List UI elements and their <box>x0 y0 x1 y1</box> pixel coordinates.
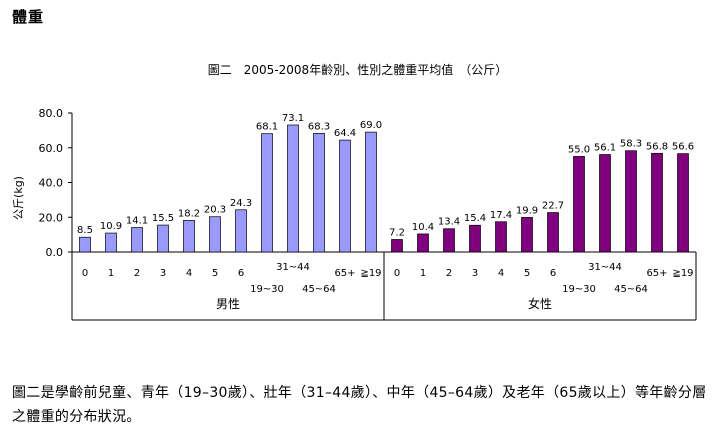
category-label: 3 <box>160 268 166 279</box>
category-label: 4 <box>498 268 504 279</box>
data-label: 10.9 <box>100 221 122 232</box>
y-tick-label: 60.0 <box>39 142 64 155</box>
group-label: 男性 <box>216 297 240 311</box>
data-label: 24.3 <box>230 198 252 209</box>
data-label: 22.7 <box>542 201 564 212</box>
data-label: 58.3 <box>620 139 642 150</box>
group-label: 女性 <box>528 296 552 311</box>
y-tick-label: 20.0 <box>39 211 64 224</box>
bar <box>443 228 455 253</box>
category-label: 65+ <box>646 268 667 279</box>
bar <box>677 153 689 253</box>
data-label: 69.0 <box>360 120 382 131</box>
bar <box>599 154 611 253</box>
category-label: 19~30 <box>562 284 596 295</box>
data-label: 56.8 <box>646 141 668 152</box>
category-label: 5 <box>524 268 530 279</box>
category-label: 2 <box>134 268 140 279</box>
category-label: 65+ <box>334 268 355 279</box>
category-label: 2 <box>446 268 452 279</box>
bar-chart: 0.0 20.0 40.0 60.0 80.0 公斤(kg) 8.5 0 10.9 1 14.1 2 1… <box>12 107 697 321</box>
category-label: 4 <box>186 268 192 279</box>
bar <box>417 233 429 253</box>
category-label: 6 <box>238 268 244 279</box>
bar <box>79 236 91 253</box>
data-label: 17.4 <box>490 210 512 221</box>
y-tick-label: 40.0 <box>39 177 64 190</box>
data-label: 15.4 <box>464 213 486 224</box>
bar <box>287 124 299 253</box>
bar <box>547 212 559 253</box>
category-label: ≧19 <box>360 268 381 279</box>
category-label: 45~64 <box>302 284 336 295</box>
data-label: 18.2 <box>178 208 200 219</box>
category-label: 19~30 <box>250 284 284 295</box>
data-label: 10.4 <box>412 222 434 233</box>
data-label: 56.6 <box>672 142 694 153</box>
category-label: 5 <box>212 268 218 279</box>
data-label: 7.2 <box>389 227 405 238</box>
bar <box>651 152 663 253</box>
data-label: 13.4 <box>438 217 460 228</box>
category-label: 1 <box>420 268 426 279</box>
data-label: 56.1 <box>594 143 616 154</box>
bar <box>573 156 585 253</box>
bar <box>157 224 169 253</box>
category-label: 31~44 <box>276 262 310 273</box>
bar <box>625 150 637 253</box>
data-label: 20.3 <box>204 205 226 216</box>
bar <box>105 232 117 253</box>
chart-title: 圖二 2005-2008年齡別、性別之體重平均值 （公斤） <box>207 63 508 77</box>
bar <box>365 131 377 253</box>
category-label: 3 <box>472 268 478 279</box>
bar <box>495 221 507 253</box>
category-label: 45~64 <box>614 284 648 295</box>
y-tick-label: 80.0 <box>39 107 64 120</box>
bar <box>521 217 533 253</box>
category-label: 1 <box>108 268 114 279</box>
category-label: 31~44 <box>588 262 622 273</box>
bar <box>469 224 481 253</box>
category-label: 0 <box>82 268 88 279</box>
bar <box>209 216 221 253</box>
data-label: 14.1 <box>126 216 148 227</box>
data-label: 19.9 <box>516 205 538 216</box>
chart-caption: 圖二是學齡前兒童、青年（19–30歲）、壯年（31–44歲）、中年（45–64歲… <box>12 385 707 425</box>
data-label: 15.5 <box>152 213 174 224</box>
data-label: 8.5 <box>77 225 93 236</box>
data-label: 64.4 <box>334 128 356 139</box>
category-label: 0 <box>394 268 400 279</box>
bar <box>131 227 143 253</box>
data-label: 68.1 <box>256 122 278 133</box>
y-tick-label: 0.0 <box>46 246 64 259</box>
bar <box>339 139 351 253</box>
y-axis-title: 公斤(kg) <box>12 176 25 220</box>
section-heading: 體重 <box>12 8 45 26</box>
data-label: 68.3 <box>308 121 330 132</box>
bar <box>391 239 403 253</box>
bar <box>235 209 247 253</box>
bar <box>313 132 325 253</box>
data-label: 55.0 <box>568 144 590 155</box>
bar <box>183 220 195 253</box>
category-label: ≧19 <box>672 268 693 279</box>
data-label: 73.1 <box>282 113 304 124</box>
bar <box>261 133 273 253</box>
category-label: 6 <box>550 268 556 279</box>
